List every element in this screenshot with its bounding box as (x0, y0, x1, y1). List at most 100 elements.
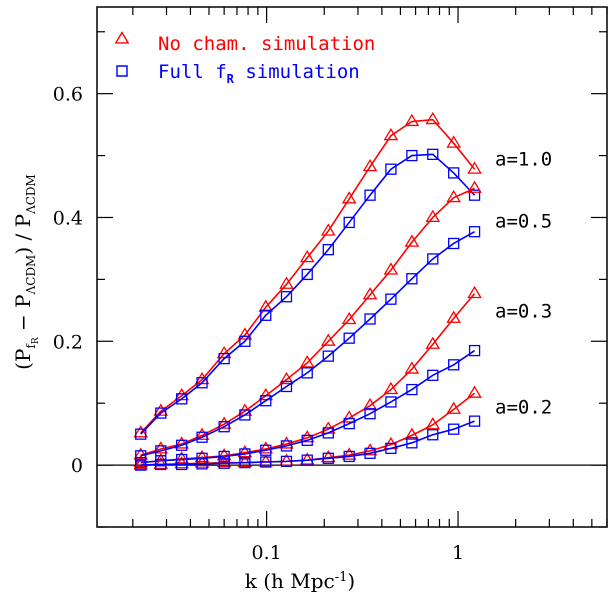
square-point (448, 167, 460, 179)
triangle-point (404, 361, 420, 374)
triangle-point (383, 127, 399, 141)
triangle-point (194, 455, 210, 468)
square-point (260, 309, 272, 321)
square-marker-icon (116, 65, 128, 77)
triangle-point (279, 453, 294, 466)
square-point (364, 189, 376, 201)
square-point (280, 455, 293, 468)
square-point (301, 268, 313, 281)
triangle-point (383, 262, 399, 275)
triangle-point (425, 417, 441, 430)
triangle-marker-icon (114, 31, 130, 44)
triangle-point (258, 387, 274, 401)
square-point (196, 431, 208, 443)
y-tick-label: 0.2 (53, 331, 83, 353)
triangle-point (362, 158, 378, 172)
scale-factor-label: a=0.5 (495, 211, 552, 233)
square-point (385, 163, 397, 175)
square-point (280, 380, 293, 393)
triangle-point (362, 287, 378, 300)
scale-factor-label: a=0.2 (495, 396, 552, 418)
series-line-full (140, 349, 476, 464)
triangle-point (237, 454, 253, 468)
y-tick-label: 0.6 (53, 84, 83, 106)
legend-entry-full: Full fR simulation (116, 61, 360, 86)
square-point (427, 429, 439, 441)
square-point (448, 237, 460, 250)
square-point (468, 189, 481, 201)
square-point (385, 396, 397, 408)
square-point (176, 393, 188, 405)
square-point (260, 395, 272, 407)
triangle-point (446, 401, 462, 414)
triangle-point (425, 209, 441, 223)
square-point (385, 442, 397, 455)
square-point (427, 148, 439, 160)
tick-labels: 0.1 1 0 0.2 0.4 0.6 (53, 84, 464, 564)
square-point (155, 407, 167, 419)
square-point (196, 377, 208, 389)
x-tick-label: 1 (452, 542, 464, 564)
x-tick-label: 0.1 (252, 542, 282, 564)
square-point (218, 457, 230, 469)
triangle-point (467, 180, 482, 193)
triangle-point (216, 345, 232, 359)
square-point (468, 415, 481, 427)
triangle-point (446, 135, 462, 148)
triangle-point (404, 113, 420, 127)
square-point (448, 423, 460, 435)
triangle-point (133, 454, 149, 468)
triangle-point (174, 451, 189, 464)
legend-entry-no-cham: No cham. simulation (114, 31, 375, 55)
series-layer (133, 111, 482, 471)
square-point (239, 456, 251, 469)
square-point (343, 332, 355, 344)
square-point (468, 226, 481, 238)
series-line-full (140, 153, 476, 435)
square-point (406, 273, 418, 285)
square-point (322, 244, 334, 256)
series-line-no_cham (140, 118, 476, 434)
triangle-point (174, 456, 189, 469)
square-point (135, 450, 147, 462)
triangle-point (299, 355, 315, 368)
square-point (343, 450, 355, 463)
square-point (280, 440, 293, 452)
square-point (322, 427, 334, 439)
triangle-point (446, 189, 462, 203)
square-point (322, 350, 334, 362)
triangle-point (425, 111, 441, 125)
triangle-point (216, 454, 232, 468)
triangle-point (279, 276, 294, 289)
series-line-full (140, 420, 475, 466)
triangle-point (446, 310, 462, 323)
axis-ticks (97, 7, 608, 528)
triangle-point (194, 427, 210, 440)
triangle-point (341, 447, 357, 460)
triangle-point (467, 161, 482, 174)
triangle-point (258, 441, 274, 454)
square-point (406, 383, 418, 396)
triangle-point (279, 436, 294, 449)
scale-factor-label: a=0.3 (495, 300, 552, 322)
triangle-point (237, 327, 253, 340)
square-point (176, 439, 188, 451)
triangle-point (425, 336, 441, 349)
square-point (364, 408, 376, 420)
series-line-full (140, 231, 475, 457)
triangle-point (299, 249, 315, 263)
triangle-point (153, 456, 169, 470)
square-point (239, 335, 251, 347)
square-point (239, 409, 251, 421)
square-point (155, 458, 167, 471)
triangle-point (320, 449, 336, 463)
scale-factor-annotations: a=1.0 a=0.5 a=0.3 a=0.2 (495, 149, 552, 419)
square-point (427, 369, 439, 381)
triangle-point (362, 443, 378, 456)
triangle-point (133, 457, 149, 470)
triangle-point (341, 410, 357, 423)
scale-factor-label: a=1.0 (495, 149, 552, 171)
square-point (364, 313, 376, 325)
triangle-point (383, 381, 399, 395)
